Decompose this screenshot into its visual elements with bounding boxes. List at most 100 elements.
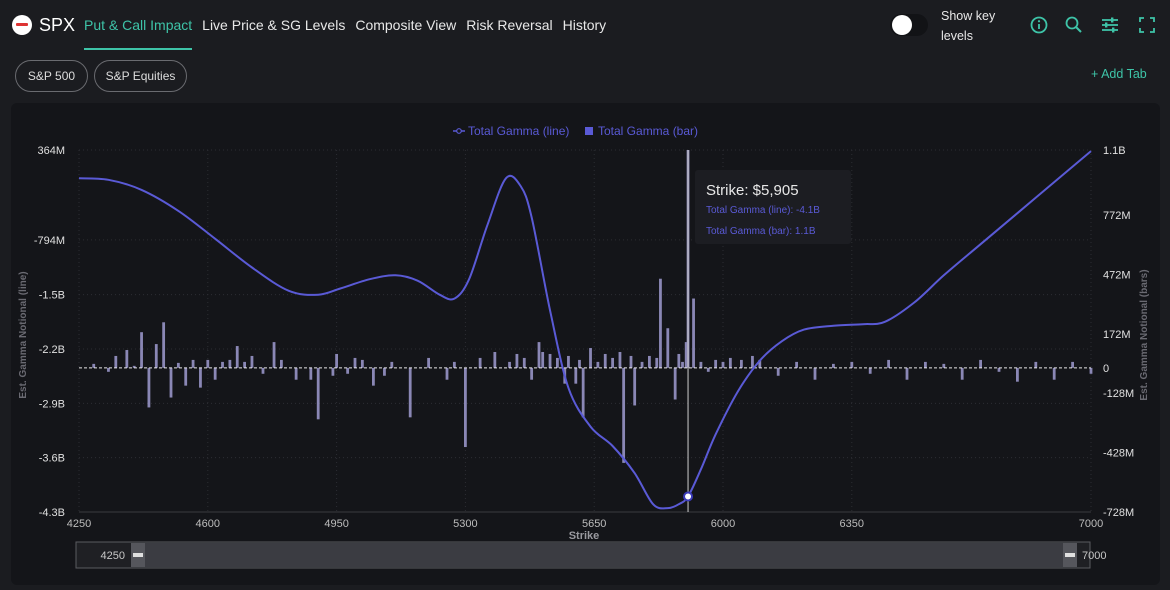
gamma-bar: [464, 367, 467, 448]
gamma-bar: [1016, 367, 1019, 382]
top-bar: SPX Put & Call Impact Live Price & SG Le…: [0, 0, 1170, 52]
fullscreen-icon[interactable]: [1136, 14, 1158, 36]
gamma-bar: [1089, 367, 1093, 374]
gamma-bar: [493, 351, 497, 368]
gamma-bar: [184, 367, 188, 386]
tooltip-title: Strike: $5,905: [706, 182, 799, 199]
gamma-bar: [942, 363, 946, 368]
gamma-bar: [655, 357, 659, 368]
gamma-bar: [622, 367, 626, 463]
x-axis: 4250 4600 4950 5300 5650 6000 6350 7000: [67, 518, 1103, 530]
gamma-bar: [868, 367, 872, 374]
legend-bar-label: Total Gamma (bar): [598, 124, 698, 138]
x-axis-title: Strike: [569, 530, 600, 542]
gamma-bar: [114, 355, 118, 368]
gamma-chart: Total Gamma (line) Total Gamma (bar) 364…: [18, 124, 1150, 569]
sliders-icon[interactable]: [1099, 14, 1121, 36]
key-levels-toggle[interactable]: [890, 14, 928, 36]
x-tick-label: 4950: [324, 518, 348, 530]
left-handle-grip: [133, 553, 143, 557]
gamma-bar: [316, 367, 320, 420]
x-tick-label: 7000: [1079, 518, 1103, 530]
gamma-bar: [294, 367, 298, 380]
gamma-bar: [132, 365, 136, 368]
tab-live-price-sg-levels[interactable]: Live Price & SG Levels: [202, 17, 346, 33]
gamma-bar: [596, 361, 600, 368]
gamma-bar: [530, 367, 534, 380]
legend-bar-icon: [585, 127, 593, 135]
tab-risk-reversal[interactable]: Risk Reversal: [466, 17, 553, 33]
gamma-bar: [813, 367, 817, 380]
chart-tooltip: Strike: $5,905 Total Gamma (line): -4.1B…: [695, 170, 851, 244]
gamma-bar: [176, 362, 180, 368]
gamma-bar: [261, 367, 265, 374]
gamma-bar: [213, 367, 217, 380]
gamma-bar: [390, 361, 394, 368]
gamma-bar: [353, 357, 357, 368]
tooltip-bar-value: Total Gamma (bar): 1.1B: [706, 226, 816, 237]
tab-history[interactable]: History: [562, 17, 607, 33]
tooltip-line-value: Total Gamma (line): -4.1B: [706, 205, 820, 216]
y-axis-left: 364M -794M -1.5B -2.2B -2.9B -3.6B -4.3B: [34, 145, 65, 519]
gamma-bar: [383, 367, 386, 376]
highlighted-point: [683, 491, 694, 502]
range-slider-start-label: 4250: [101, 550, 125, 562]
gamma-bar: [508, 361, 511, 368]
gamma-bar: [997, 367, 1001, 372]
gamma-bar: [832, 363, 835, 368]
x-tick-label: 5650: [582, 518, 606, 530]
gamma-bar: [92, 363, 96, 368]
gamma-bar: [147, 367, 151, 408]
y-right-tick-label: -128M: [1103, 388, 1134, 400]
gamma-bar: [228, 359, 232, 368]
gamma-line-series: [78, 150, 1092, 510]
y-right-tick-label: 172M: [1103, 329, 1131, 341]
gamma-bar: [335, 353, 338, 368]
gamma-bar: [372, 367, 375, 386]
gamma-bar: [408, 367, 412, 418]
y-right-tick-label: 0: [1103, 363, 1109, 375]
gamma-bar: [850, 361, 854, 368]
gamma-bar: [692, 298, 695, 368]
brand-logo-icon: [12, 15, 32, 35]
gamma-bar: [581, 367, 585, 418]
y-left-tick-label: -2.2B: [39, 344, 65, 356]
tab-put-call-impact[interactable]: Put & Call Impact: [84, 0, 193, 50]
chart-legend[interactable]: Total Gamma (line) Total Gamma (bar): [453, 124, 698, 138]
gamma-bar: [235, 346, 239, 368]
add-tab-button[interactable]: + Add Tab: [1091, 67, 1147, 81]
y-left-tick-label: -1.5B: [39, 290, 65, 302]
y-axis-right-title: Est. Gamma Notional (bars): [1139, 269, 1150, 400]
view-tabs: Put & Call Impact Live Price & SG Levels…: [84, 0, 616, 52]
gamma-bar: [360, 359, 364, 368]
gamma-bar: [331, 367, 335, 376]
y-axis-right: 1.1B 772M 472M 172M 0 -128M -428M -728M: [1103, 145, 1134, 519]
info-icon[interactable]: [1028, 14, 1050, 36]
gamma-bar: [589, 348, 592, 368]
gamma-bar: [905, 367, 909, 380]
filter-sp-equities[interactable]: S&P Equities: [94, 60, 187, 92]
x-tick-label: 6000: [711, 518, 735, 530]
search-icon[interactable]: [1063, 14, 1085, 36]
gamma-bar: [618, 351, 622, 368]
filter-sp500[interactable]: S&P 500: [15, 60, 88, 92]
gamma-bar: [206, 359, 210, 368]
gamma-bar: [541, 351, 545, 368]
range-slider[interactable]: 4250 7000: [75, 541, 1106, 569]
gamma-bar: [556, 357, 559, 368]
gamma-bar: [452, 361, 456, 368]
gamma-bar: [960, 367, 964, 380]
gamma-bar: [1034, 361, 1038, 368]
gamma-bar: [537, 342, 541, 368]
gamma-bar: [427, 357, 430, 368]
gamma-bar: [162, 322, 166, 368]
gamma-bar: [522, 357, 526, 368]
gamma-bar: [721, 361, 725, 368]
gamma-bar: [574, 367, 578, 384]
range-slider-window[interactable]: [138, 543, 1064, 567]
ticker-symbol: SPX: [39, 15, 76, 35]
y-right-tick-label: 1.1B: [1103, 145, 1126, 157]
gamma-bar: [887, 359, 890, 368]
range-slider-end-label: 7000: [1082, 550, 1106, 562]
tab-composite-view[interactable]: Composite View: [355, 17, 457, 33]
